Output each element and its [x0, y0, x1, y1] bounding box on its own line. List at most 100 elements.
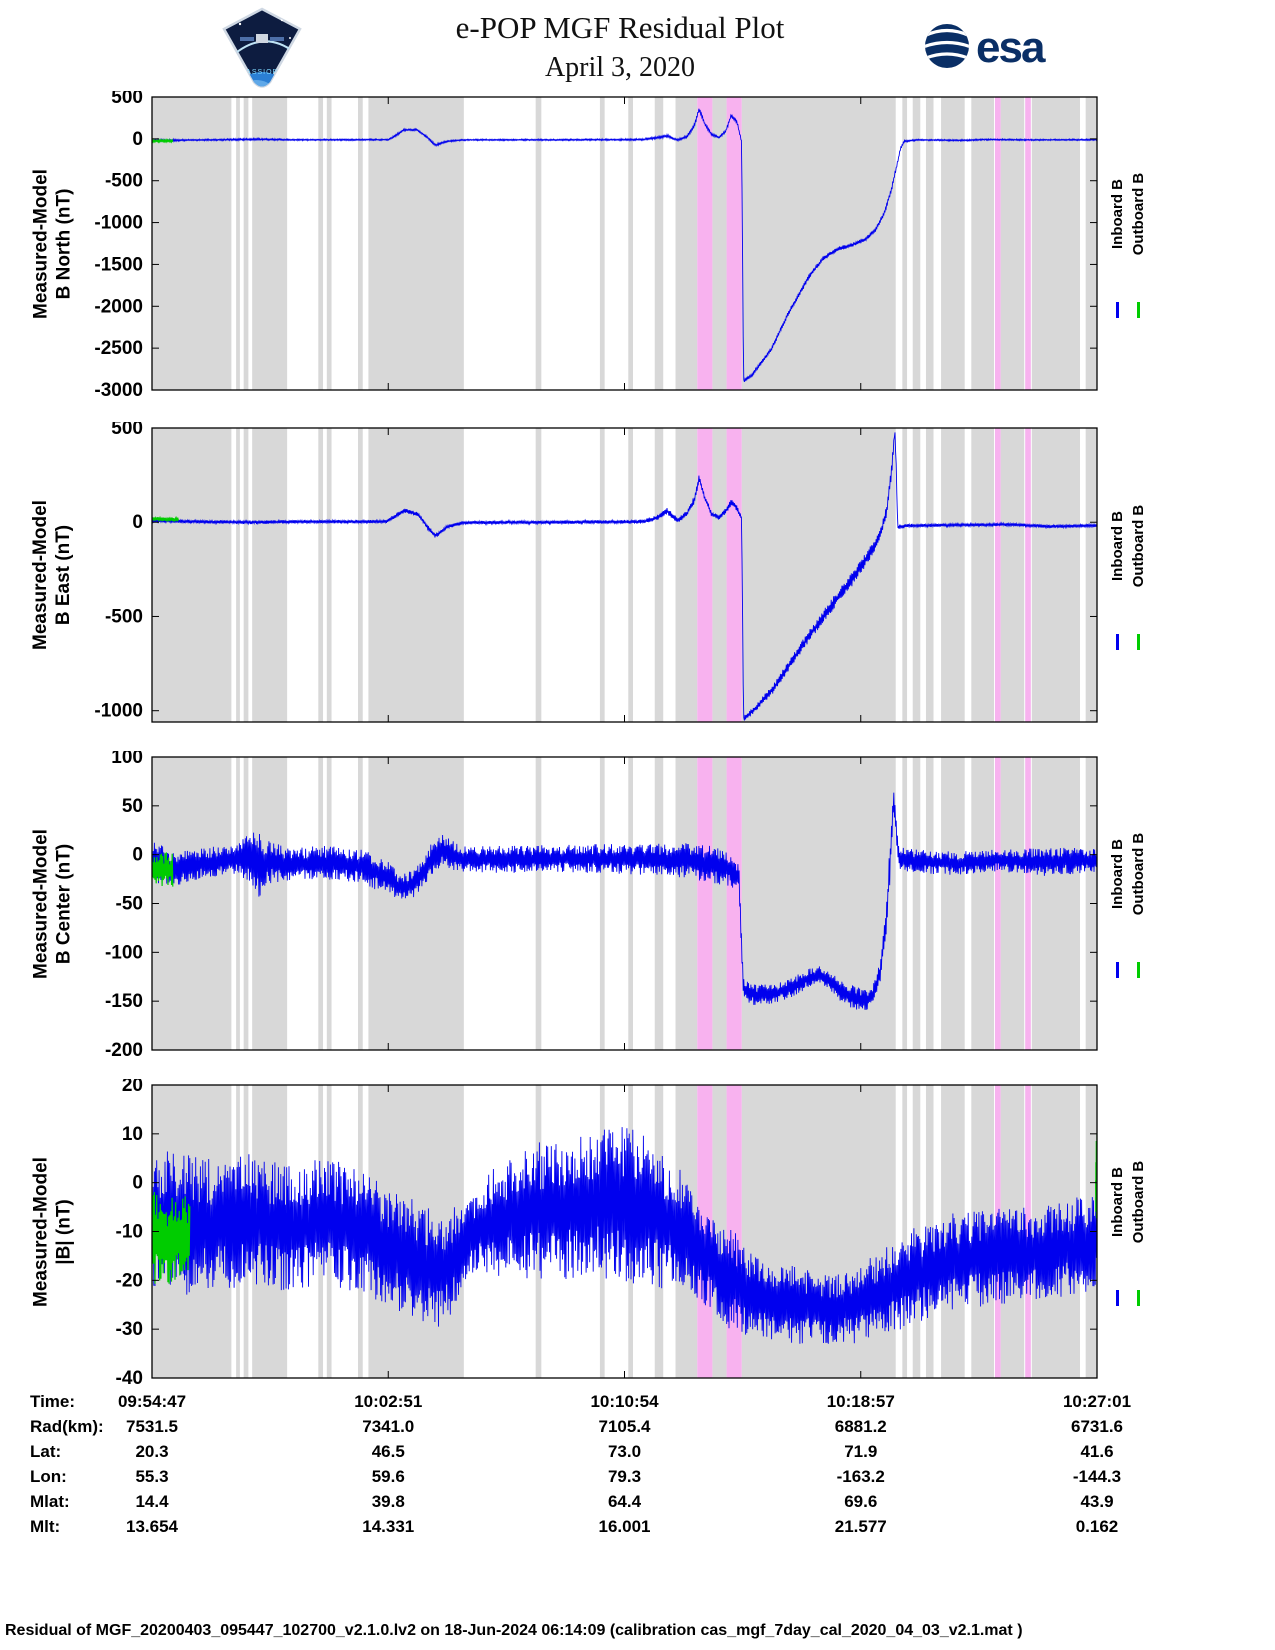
data-gap-band-gray: [252, 97, 288, 390]
data-gap-band-gray: [243, 757, 249, 1050]
outboard-b-trace: [152, 138, 174, 144]
table-cell: -144.3: [1072, 1467, 1122, 1486]
data-gap-band-gray: [243, 428, 249, 722]
data-gap-band-gray: [535, 97, 542, 390]
y-tick-label: 0: [132, 1173, 143, 1194]
table-cell: 21.577: [834, 1517, 887, 1536]
y-tick-label: -2000: [94, 296, 143, 317]
mission-patch: CASSIOPE: [222, 7, 302, 88]
table-cell: 41.6: [1080, 1442, 1114, 1461]
event-band-pink: [1025, 97, 1031, 390]
data-gap-band-gray: [912, 428, 921, 722]
data-gap-band-gray: [902, 97, 908, 390]
table-cell: 71.9: [844, 1442, 878, 1461]
data-gap-band-gray: [925, 97, 934, 390]
plot-title: e-POP MGF Residual Plot: [455, 10, 785, 45]
data-gap-band-gray: [236, 757, 240, 1050]
data-gap-band-gray: [152, 428, 232, 722]
data-gap-band-gray: [1031, 428, 1080, 722]
data-gap-band-gray: [675, 428, 698, 722]
data-gap-band-gray: [252, 428, 288, 722]
legend-outboard-mark: [1137, 1290, 1140, 1307]
legend-inboard-mark: [1116, 633, 1119, 650]
data-gap-band-gray: [368, 428, 464, 722]
event-band-pink: [697, 757, 713, 1050]
table-cell: 6731.6: [1071, 1417, 1123, 1436]
table-cell: 43.9: [1080, 1492, 1114, 1511]
table-cell: -163.2: [836, 1467, 885, 1486]
data-gap-band-gray: [358, 428, 363, 722]
data-gap-band-gray: [971, 428, 994, 722]
event-band-pink: [697, 97, 713, 390]
y-tick-label: 10: [122, 1124, 143, 1145]
data-gap-band-gray: [1000, 97, 1025, 390]
table-cell: 09:54:47: [117, 1392, 187, 1411]
data-gap-band-gray: [252, 757, 288, 1050]
data-gap-band-gray: [912, 97, 921, 390]
y-tick-label: 500: [111, 422, 143, 439]
y-tick-label: -150: [105, 991, 143, 1012]
data-gap-band-gray: [1085, 428, 1097, 722]
legend-outboard-mark: [1137, 302, 1140, 319]
table-cell: 14.4: [135, 1492, 169, 1511]
y-tick-label: 0: [132, 129, 143, 150]
data-gap-band-gray: [236, 97, 240, 390]
table-cell: 46.5: [371, 1442, 405, 1461]
legend-inboard-label: Inboard B: [1109, 839, 1126, 910]
data-gap-band-gray: [741, 428, 896, 722]
data-gap-band-gray: [368, 97, 464, 390]
y-tick-label: -30: [116, 1319, 143, 1340]
data-gap-band-gray: [1031, 757, 1080, 1050]
data-gap-band-gray: [318, 757, 324, 1050]
legend-outboard-label: Outboard B: [1130, 504, 1147, 587]
table-row-label-time: Time:: [30, 1392, 76, 1411]
data-gap-band-gray: [599, 757, 605, 1050]
data-gap-band-gray: [902, 428, 908, 722]
legend-outboard-label: Outboard B: [1130, 172, 1147, 256]
table-cell: 55.3: [135, 1467, 169, 1486]
data-gap-band-gray: [368, 757, 464, 1050]
data-gap-band-gray: [925, 428, 934, 722]
data-gap-band-gray: [925, 757, 934, 1050]
panel-b-center-plot: 100 50 0 -50 -100 -150 -200: [105, 751, 1098, 1056]
outboard-b-trace: [152, 515, 180, 523]
y-tick-label: -50: [116, 894, 143, 915]
plot-subtitle: April 3, 2020: [544, 52, 696, 83]
table-cell: 64.4: [607, 1492, 642, 1511]
table-cell: 10:02:51: [354, 1392, 423, 1411]
esa-wordmark: esa: [976, 23, 1046, 72]
y-tick-label: -500: [105, 171, 143, 192]
data-gap-band-gray: [912, 757, 921, 1050]
event-band-pink: [726, 97, 742, 390]
legend-outboard-label: Outboard B: [1130, 832, 1147, 916]
y-tick-label: -500: [105, 606, 143, 627]
table-row-label-radkm: Rad(km):: [30, 1417, 104, 1436]
title-block: e-POP MGF Residual Plot April 3, 2020: [320, 10, 920, 84]
y-tick-label: 0: [132, 512, 143, 533]
y-tick-label: -100: [105, 942, 143, 963]
y-axis-label-b-center: Measured-Model B Center (nT): [30, 828, 74, 979]
data-gap-band-gray: [326, 1085, 332, 1378]
footer-note: Residual of MGF_20200403_095447_102700_v…: [5, 1622, 1023, 1639]
event-band-pink: [726, 428, 742, 722]
table-row-label-lat: Lat:: [30, 1442, 62, 1461]
panel-b-mag-plot: 20 10 0 -10 -20 -30 -40: [116, 1079, 1098, 1384]
data-gap-band-gray: [712, 757, 727, 1050]
patch-satellite-icon: [240, 34, 284, 43]
table-cell: 7341.0: [362, 1417, 415, 1436]
event-band-pink: [726, 1085, 742, 1378]
y-axis-label-b-east: Measured-Model B East (nT): [30, 500, 74, 650]
data-gap-band-gray: [628, 757, 634, 1050]
y-tick-label: -10: [116, 1222, 143, 1243]
event-band-pink: [1025, 757, 1031, 1050]
data-gap-band-gray: [1000, 757, 1025, 1050]
event-band-pink: [697, 428, 713, 722]
inboard-b-trace: [152, 1127, 1097, 1344]
table-cell: 10:18:57: [826, 1392, 895, 1411]
data-gap-band-gray: [712, 97, 727, 390]
legend-outboard-mark: [1137, 633, 1140, 650]
legend-inboard-mark: [1116, 302, 1119, 319]
y-tick-label: -200: [105, 1040, 143, 1056]
legend-inboard-mark: [1116, 962, 1119, 979]
legend-inboard-label: Inboard B: [1109, 510, 1126, 581]
